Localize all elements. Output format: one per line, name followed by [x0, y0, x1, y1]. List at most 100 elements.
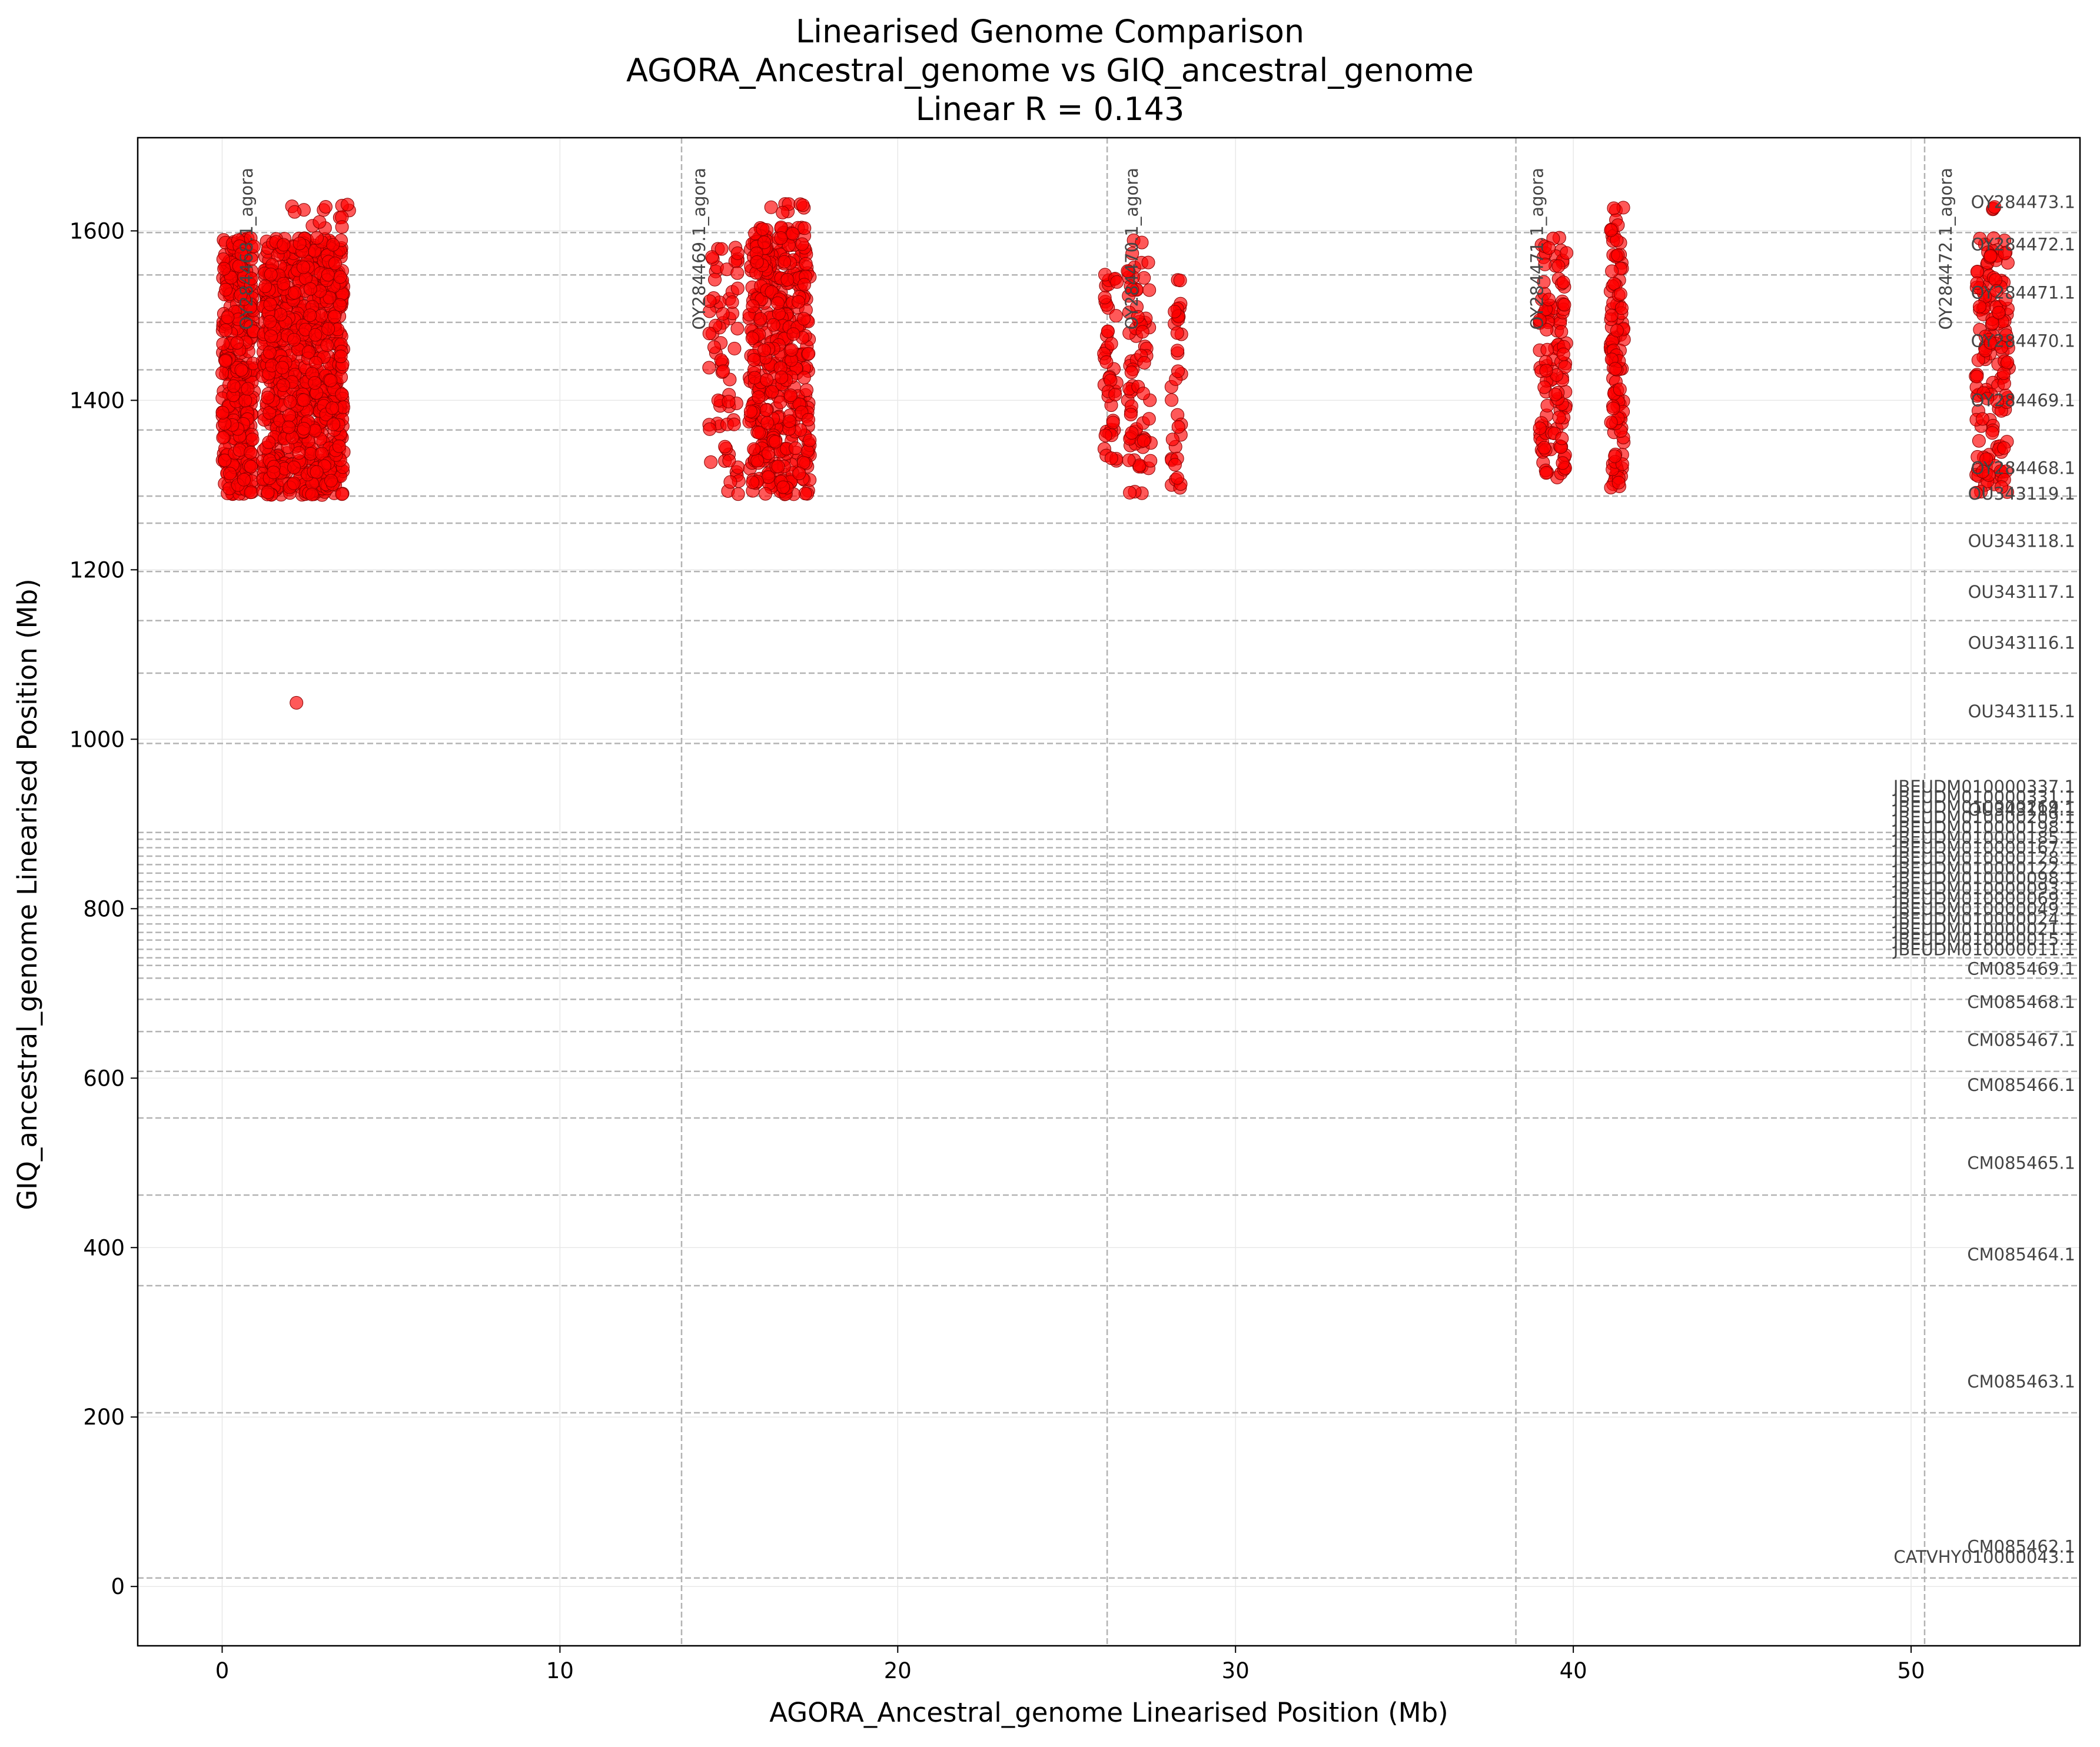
- scatter-point: [752, 390, 766, 404]
- scatter-point: [1976, 465, 1990, 479]
- scatter-point: [1104, 337, 1118, 351]
- scatter-point: [1137, 387, 1150, 401]
- scatter-point: [1551, 259, 1566, 273]
- y-chromosome-label: JBEUDM010000122.1: [1892, 858, 2075, 878]
- scatter-point: [1137, 356, 1151, 370]
- scatter-point: [333, 298, 347, 312]
- scatter-point: [1998, 247, 2012, 261]
- scatter-point: [800, 383, 813, 397]
- y-chromosome-label: OU343119.1: [1968, 484, 2075, 504]
- scatter-point: [1986, 231, 2001, 245]
- y-axis-label: GIQ_ancestral_genome Linearised Position…: [12, 578, 43, 1210]
- scatter-point: [802, 347, 816, 361]
- scatter-point: [1101, 324, 1115, 338]
- scatter-point: [786, 327, 800, 341]
- scatter-point: [327, 417, 341, 431]
- scatter-point: [1979, 452, 1993, 466]
- y-tick-label: 1200: [69, 557, 125, 583]
- scatter-point: [757, 343, 771, 357]
- scatter-point: [263, 315, 277, 329]
- scatter-point: [730, 322, 745, 335]
- scatter-point: [760, 373, 774, 387]
- scatter-point: [743, 404, 757, 418]
- scatter-point: [1142, 283, 1157, 297]
- y-chromosome-label: JBEUDM010000337.1: [1892, 777, 2075, 797]
- y-tick-label: 200: [83, 1405, 125, 1430]
- scatter-point: [1533, 421, 1547, 435]
- scatter-point: [1540, 398, 1554, 412]
- y-chromosome-label: JBEUDM010000198.1: [1892, 817, 2075, 837]
- scatter-point: [218, 354, 232, 368]
- x-tick-label: 20: [884, 1658, 912, 1683]
- scatter-point: [262, 406, 277, 420]
- scatter-point: [1540, 322, 1554, 337]
- y-chromosome-label: JBEUDM010000128.1: [1892, 848, 2075, 868]
- scatter-point: [333, 270, 347, 284]
- scatter-point: [1560, 246, 1574, 260]
- scatter-point: [1988, 200, 2002, 214]
- scatter-point: [1131, 310, 1145, 324]
- scatter-point: [1099, 355, 1114, 369]
- scatter-point: [1144, 454, 1158, 468]
- scatter-point: [722, 395, 736, 408]
- scatter-point: [326, 238, 340, 252]
- y-chromosome-label: OU343118.1: [1968, 531, 2075, 551]
- scatter-point: [1611, 248, 1625, 262]
- scatter-point: [275, 361, 290, 375]
- scatter-point: [1171, 364, 1185, 378]
- scatter-point: [234, 247, 248, 261]
- scatter-point: [234, 363, 248, 377]
- scatter-point: [244, 445, 258, 460]
- y-chromosome-label: JBEUDM010000011.1: [1892, 939, 2075, 959]
- scatter-point: [288, 205, 302, 219]
- scatter-point: [318, 200, 333, 214]
- scatter-point: [803, 433, 817, 447]
- scatter-point: [1123, 485, 1137, 500]
- scatter-point: [1170, 326, 1184, 340]
- scatter-point: [1540, 342, 1554, 357]
- y-chromosome-label: OY284473.1: [1971, 192, 2075, 212]
- scatter-point: [1556, 347, 1570, 361]
- x-chromosome-label: OY284468.1_agora: [237, 168, 257, 330]
- scatter-point: [324, 474, 338, 488]
- scatter-point: [1992, 305, 2006, 320]
- scatter-point: [287, 460, 301, 474]
- scatter-point: [340, 198, 354, 212]
- scatter-point: [1124, 408, 1138, 421]
- scatter-point: [795, 237, 809, 251]
- y-chromosome-label: JBEUDM010000185.1: [1892, 827, 2075, 847]
- scatter-point: [1989, 284, 2003, 298]
- y-chromosome-label: JBEUDM010000015.1: [1892, 929, 2075, 949]
- scatter-point: [313, 215, 327, 229]
- scatter-point: [764, 200, 778, 214]
- scatter-point: [716, 307, 730, 321]
- chart-title-line-1: Linearised Genome Comparison: [796, 13, 1304, 50]
- scatter-point: [290, 696, 304, 710]
- x-tick-label: 10: [546, 1658, 574, 1683]
- scatter-point: [287, 332, 301, 347]
- scatter-point: [1557, 298, 1571, 312]
- scatter-point: [234, 288, 248, 302]
- scatter-point: [308, 424, 322, 438]
- scatter-point: [1995, 480, 2008, 494]
- scatter-point: [1122, 453, 1136, 467]
- scatter-point: [1106, 415, 1120, 430]
- scatter-point: [757, 235, 772, 249]
- y-tick-label: 0: [111, 1574, 125, 1599]
- scatter-point: [262, 345, 277, 360]
- scatter-point: [1121, 264, 1135, 278]
- scatter-point: [1171, 344, 1185, 358]
- scatter-point: [282, 408, 296, 422]
- scatter-point: [1098, 291, 1112, 305]
- scatter-point: [1610, 233, 1624, 247]
- scatter-point: [1168, 458, 1182, 472]
- scatter-point: [745, 331, 759, 345]
- scatter-point: [759, 487, 773, 501]
- scatter-point: [218, 454, 232, 467]
- scatter-point: [775, 370, 789, 384]
- scatter-point: [782, 414, 796, 428]
- scatter-point: [2001, 355, 2015, 370]
- y-chromosome-label: JBEUDM010000069.1: [1892, 889, 2075, 909]
- scatter-point: [747, 353, 761, 367]
